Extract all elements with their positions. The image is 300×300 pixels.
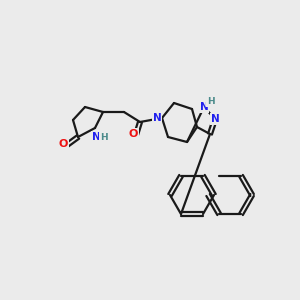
Text: N: N <box>153 113 161 123</box>
Text: N: N <box>92 132 100 142</box>
Text: N: N <box>211 114 219 124</box>
Text: N: N <box>200 102 208 112</box>
Text: H: H <box>100 133 108 142</box>
Text: O: O <box>128 129 138 139</box>
Text: O: O <box>58 139 68 149</box>
Text: H: H <box>207 98 215 106</box>
